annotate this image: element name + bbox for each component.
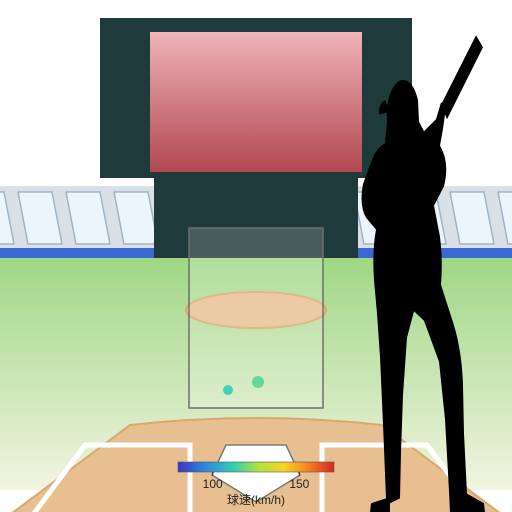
- pitch-marker: [223, 385, 233, 395]
- chart-svg: 100 150 球速(km/h): [0, 0, 512, 512]
- scoreboard-screen: [150, 32, 362, 172]
- pitch-marker: [252, 376, 264, 388]
- colorbar-tick: 100: [203, 477, 223, 491]
- pitch-location-chart: 100 150 球速(km/h): [0, 0, 512, 512]
- colorbar-tick: 150: [289, 477, 309, 491]
- colorbar-label: 球速(km/h): [227, 493, 285, 507]
